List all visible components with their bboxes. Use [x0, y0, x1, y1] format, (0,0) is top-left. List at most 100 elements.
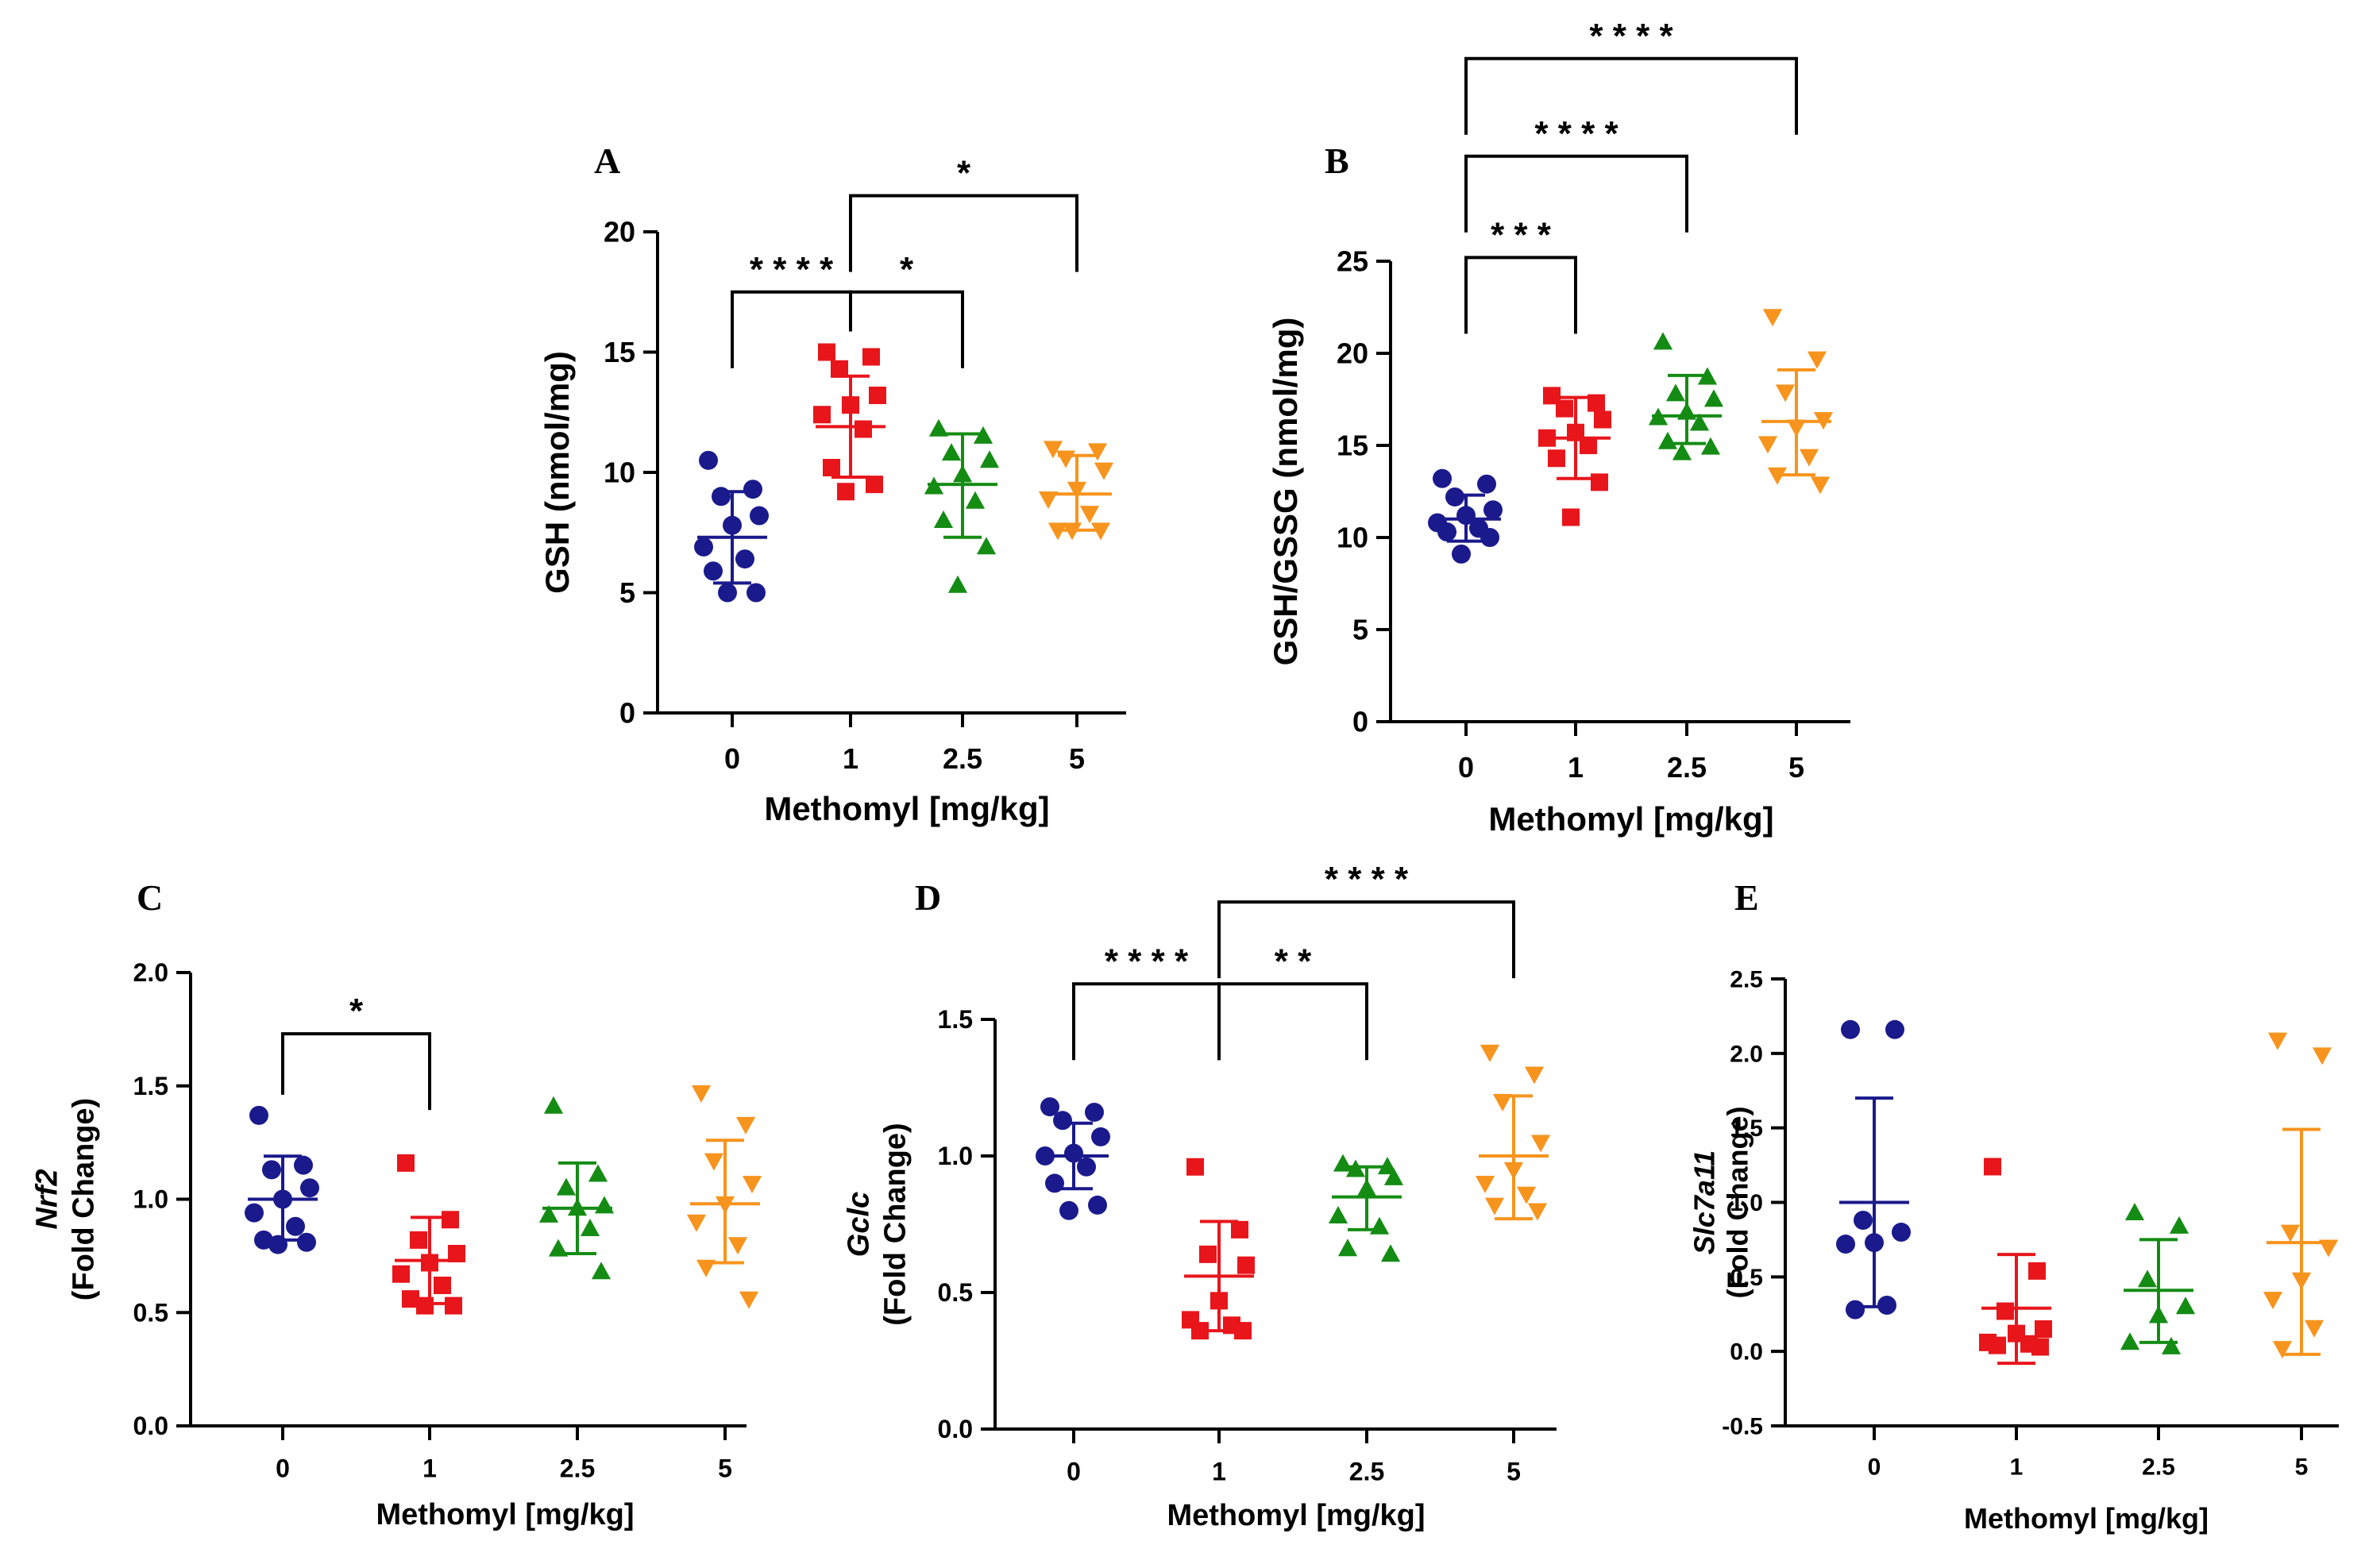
panel-C-sig-label: *: [349, 992, 364, 1031]
panel-C-point-2.5: [543, 1096, 564, 1114]
panel-B-point-0: [1437, 522, 1456, 542]
panel-A-point-0: [699, 450, 718, 470]
panel-E-point-1: [1997, 1302, 2014, 1320]
panel-E-point-2.5: [2124, 1202, 2145, 1220]
panel-B-y-tick-label: 15: [1337, 430, 1368, 462]
panel-B-y-axis-title: GSH/GSSG (nmol/mg): [1267, 318, 1304, 666]
panel-E-y-tick-label: 0.0: [1730, 1339, 1763, 1366]
panel-E-point-1: [2028, 1262, 2046, 1280]
panel-B-point-2.5: [1697, 367, 1718, 385]
panel-E-y-axis-title-unit: (Fold Change): [1722, 1107, 1754, 1299]
panel-A-point-0: [718, 583, 737, 603]
panel-B-y-tick-label: 5: [1352, 614, 1368, 646]
panel-B-point-0: [1477, 474, 1496, 494]
panel-A-point-1: [813, 406, 831, 424]
panel-D-point-0: [1077, 1157, 1096, 1177]
panel-B-point-1: [1556, 399, 1573, 418]
panel-B-sig-bracket: * * *: [1464, 215, 1577, 334]
panel-D-point-2.5: [1383, 1167, 1404, 1185]
panel-A-point-1: [869, 387, 886, 405]
panel-E-y-tick-label: 0.5: [1730, 1265, 1763, 1291]
panel-A-group-2.5: [924, 418, 1000, 593]
panel-D-point-0: [1059, 1200, 1078, 1220]
panel-C-point-2.5: [594, 1196, 615, 1214]
panel-E: E -0.5 0.0 0.5 1.0 1.5 2.0 2.5 0 1 2.5 5 Methomyl [m…: [1688, 877, 2339, 1535]
panel-A-point-2.5: [973, 426, 993, 444]
panel-C-point-1: [397, 1154, 415, 1172]
panel-E-point-1: [2031, 1338, 2049, 1356]
panel-D-point-0: [1053, 1111, 1072, 1131]
panel-D-group-0: [1036, 1097, 1110, 1220]
panel-B-y-tick-label: 25: [1337, 245, 1368, 278]
panel-B-sig-line: [1464, 154, 1688, 233]
panel-C-y-axis-title-unit: (Fold Change): [67, 1098, 100, 1300]
panel-B-x-tick-label: 2.5: [1667, 751, 1707, 784]
panel-A-point-1: [831, 360, 848, 378]
panel-C-point-2.5: [588, 1164, 608, 1182]
panel-C-y-axis-title-gene: Nrf2: [30, 1169, 64, 1229]
panel-C-point-0: [249, 1105, 268, 1125]
panel-B-point-2.5: [1665, 383, 1686, 402]
panel-A-sig-label: *: [900, 250, 914, 289]
panel-E-x-tick-label: 5: [2295, 1454, 2309, 1481]
panel-A-sig-bracket: *: [849, 154, 1078, 272]
panel-D-letter: D: [915, 877, 941, 918]
panel-A-group-0: [694, 450, 769, 603]
panel-C: C 0.0 0.5 1.0 1.5 2.0 0 1 2.5 5 Methomyl [mg/kg] Nr…: [30, 877, 762, 1531]
panel-E-x-tick-label: 1: [2010, 1454, 2024, 1481]
panel-B-point-2.5: [1653, 332, 1673, 350]
panel-A-point-2.5: [976, 537, 997, 555]
panel-A-point-2.5: [928, 418, 949, 437]
panel-D-sig-label: * * * *: [1325, 860, 1409, 899]
panel-B-point-5: [1775, 384, 1796, 403]
panel-E-point-2.5: [2161, 1336, 2182, 1354]
panel-C-point-0: [245, 1203, 264, 1223]
panel-B-group-2.5: [1648, 332, 1724, 460]
panel-E-y-tick-label: 2.5: [1730, 967, 1763, 993]
panel-D-group-2.5: [1328, 1154, 1404, 1262]
panel-E-letter: E: [1734, 877, 1759, 918]
panel-A-point-2.5: [965, 491, 986, 509]
panel-A-point-2.5: [933, 510, 954, 528]
panel-E-point-2.5: [2175, 1296, 2196, 1315]
panel-C-point-1: [434, 1276, 451, 1294]
panel-A-point-5: [1055, 450, 1076, 468]
panel-C-y-tick-label: 2.0: [133, 958, 168, 987]
panel-B-y-tick-label: 10: [1337, 522, 1368, 554]
panel-B-point-0: [1480, 528, 1499, 547]
panel-B-point-1: [1594, 410, 1611, 429]
panel-B-x-tick-label: 5: [1788, 751, 1804, 784]
panel-A-sig-line: [849, 290, 964, 368]
panel-E-point-5: [2280, 1224, 2301, 1242]
panel-A-point-0: [747, 583, 766, 603]
panel-A-sig-bracket: *: [849, 250, 964, 368]
panel-E-x-tick-label: 0: [1868, 1454, 1881, 1481]
panel-D-x-tick-label: 2.5: [1349, 1457, 1384, 1485]
panel-B-point-2.5: [1657, 431, 1678, 449]
panel-C-point-1: [410, 1231, 427, 1249]
panel-C-point-5: [739, 1291, 759, 1309]
panel-A-point-1: [823, 458, 840, 476]
panel-C-point-5: [727, 1237, 748, 1255]
panel-A-y-axis-title: GSH (nmol/mg): [538, 351, 576, 594]
panel-D-y-axis-title-unit: (Fold Change): [878, 1123, 912, 1325]
panel-C-point-5: [704, 1153, 724, 1171]
panel-C-group-5: [686, 1085, 762, 1309]
panel-D-point-5: [1480, 1044, 1500, 1062]
panel-E-y-tick-label: 1.0: [1730, 1190, 1763, 1216]
panel-C-x-tick-label: 0: [276, 1454, 290, 1482]
panel-C-x-axis-title: Methomyl [mg/kg]: [376, 1498, 634, 1531]
panel-D-sig-line: [1217, 982, 1368, 1061]
panel-C-point-5: [686, 1214, 707, 1232]
panel-C-point-2.5: [580, 1218, 600, 1236]
panel-B-point-5: [1762, 309, 1783, 327]
panel-B-x-tick-label: 1: [1568, 751, 1584, 784]
panel-B-point-2.5: [1700, 437, 1721, 455]
panel-B-sig-label: * * * *: [1534, 114, 1618, 153]
panel-E-y-axis-title-gene: Slc7a11: [1688, 1150, 1721, 1254]
panel-E-point-0: [1846, 1300, 1865, 1320]
panel-A-point-5: [1094, 462, 1114, 480]
panel-E-point-5: [2263, 1292, 2283, 1310]
panel-A-sig-label: * * * *: [750, 250, 834, 289]
